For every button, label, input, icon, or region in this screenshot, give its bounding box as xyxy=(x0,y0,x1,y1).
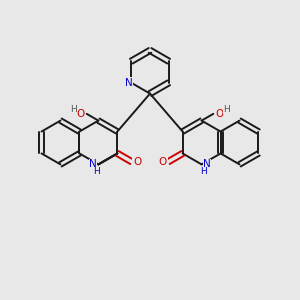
Text: N: N xyxy=(89,159,97,170)
Text: H: H xyxy=(94,167,100,176)
Text: H: H xyxy=(70,105,76,114)
Text: O: O xyxy=(133,157,141,167)
Text: H: H xyxy=(224,105,230,114)
Text: O: O xyxy=(216,109,224,119)
Text: H: H xyxy=(200,167,206,176)
Text: N: N xyxy=(125,78,133,88)
Text: O: O xyxy=(159,157,167,167)
Text: O: O xyxy=(76,109,84,119)
Text: N: N xyxy=(203,159,211,170)
